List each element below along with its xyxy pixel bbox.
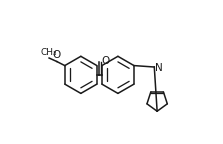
Text: N: N <box>155 63 163 73</box>
Text: O: O <box>101 56 110 66</box>
Text: CH₃: CH₃ <box>40 48 57 57</box>
Text: O: O <box>52 50 60 60</box>
